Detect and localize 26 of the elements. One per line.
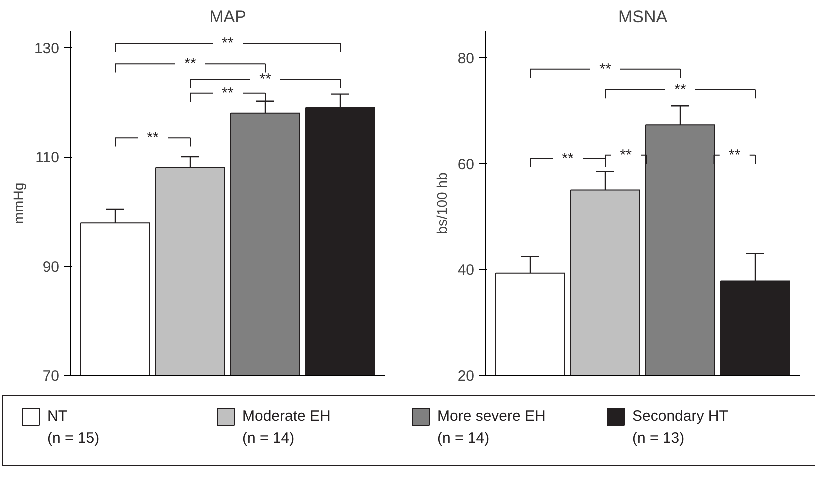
annotation: **	[562, 150, 574, 168]
y-tick-label: 90	[42, 258, 60, 276]
y-tick-label: 20	[458, 368, 475, 385]
legend-label: NT (n = 15)	[48, 408, 100, 447]
annotation: **	[222, 35, 234, 52]
y-tick-label: 130	[34, 40, 60, 58]
annotation: **	[620, 146, 632, 164]
annotation: **	[600, 60, 612, 78]
y-axis-title: mmHg	[10, 182, 26, 224]
chart-title: MAP	[210, 8, 246, 26]
annotation: **	[729, 146, 741, 164]
y-axis-title: bs/100 hb	[434, 172, 450, 234]
y-tick-label: 70	[42, 368, 60, 385]
annotation: **	[260, 71, 272, 88]
y-tick-label: 110	[36, 150, 60, 167]
y-tick-label: 40	[458, 262, 475, 280]
annotation: **	[184, 56, 196, 73]
y-tick-label: 80	[458, 50, 475, 68]
legend-label: More severe EH (n = 14)	[438, 408, 546, 447]
y-tick-label: 60	[458, 156, 475, 174]
legend-label: Moderate EH (n = 14)	[242, 408, 331, 447]
annotation: **	[147, 130, 159, 147]
chart-title: MSNA	[618, 8, 668, 26]
legend-label: Secondary HT (n = 13)	[632, 408, 728, 447]
annotation: **	[674, 81, 686, 98]
annotation: **	[222, 84, 234, 102]
